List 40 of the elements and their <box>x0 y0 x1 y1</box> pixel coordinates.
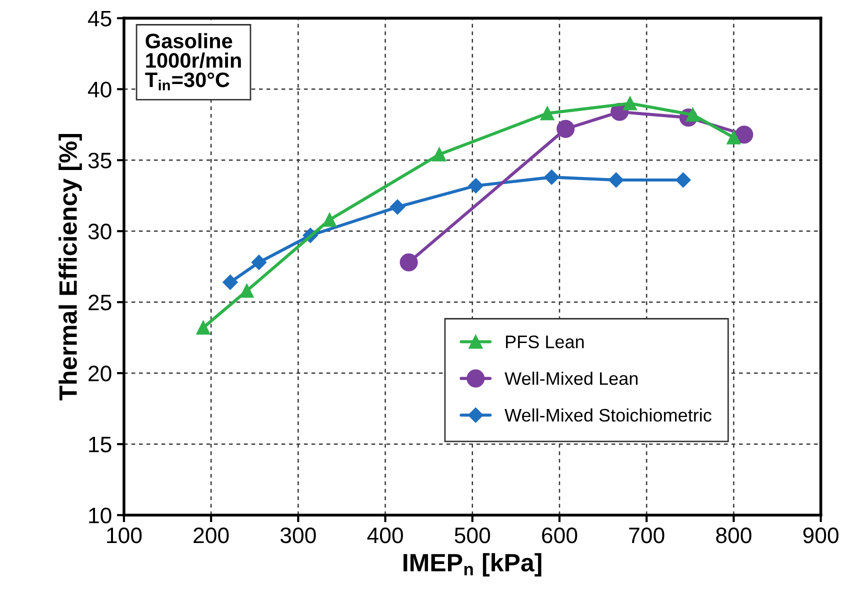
point <box>726 130 741 144</box>
point <box>196 320 210 335</box>
point <box>222 274 238 290</box>
point <box>544 170 560 185</box>
x-axis-title: IMEP$_{n}$ [kPa] <box>404 553 542 576</box>
point <box>390 199 406 215</box>
y-tick-label: 20 <box>88 366 112 382</box>
x-tick-label: 700 <box>629 527 664 544</box>
point <box>400 253 418 272</box>
y-tick-label: 30 <box>88 224 112 240</box>
legend-label: Well-Mixed Stoichiometric <box>504 408 712 422</box>
point <box>322 212 336 227</box>
x-tick-label: 500 <box>454 527 490 544</box>
x-tick-label: 100 <box>107 527 142 544</box>
x-tick-label: 200 <box>194 527 229 544</box>
point <box>468 178 484 194</box>
point <box>556 120 575 138</box>
y-tick-label: 45 <box>88 10 112 26</box>
x-tick-label: 600 <box>542 527 578 544</box>
point <box>251 254 267 270</box>
legend-label: PFS Lean <box>506 335 584 348</box>
x-tick-label: 300 <box>280 527 316 544</box>
y-tick-label: 25 <box>88 294 112 310</box>
x-tick-label: 800 <box>716 527 752 544</box>
y-tick-label: 35 <box>88 152 112 168</box>
legend-label: Well-Mixed Lean <box>504 372 638 385</box>
point <box>540 106 554 120</box>
point <box>432 148 446 162</box>
point <box>240 284 254 298</box>
y-tick-label: 40 <box>88 82 112 98</box>
y-tick-label: 15 <box>89 436 112 452</box>
point <box>623 96 637 110</box>
y-tick-label: 10 <box>89 508 112 524</box>
point <box>735 126 754 144</box>
annotation: Gasoline 1000r/min T$_{in}$=30°C <box>145 33 241 90</box>
x-tick-label: 900 <box>803 527 838 544</box>
point <box>608 172 624 188</box>
point <box>676 172 691 188</box>
x-tick-label: 400 <box>367 527 403 544</box>
y-axis-title: Thermal Efficiency [%] <box>58 134 82 400</box>
